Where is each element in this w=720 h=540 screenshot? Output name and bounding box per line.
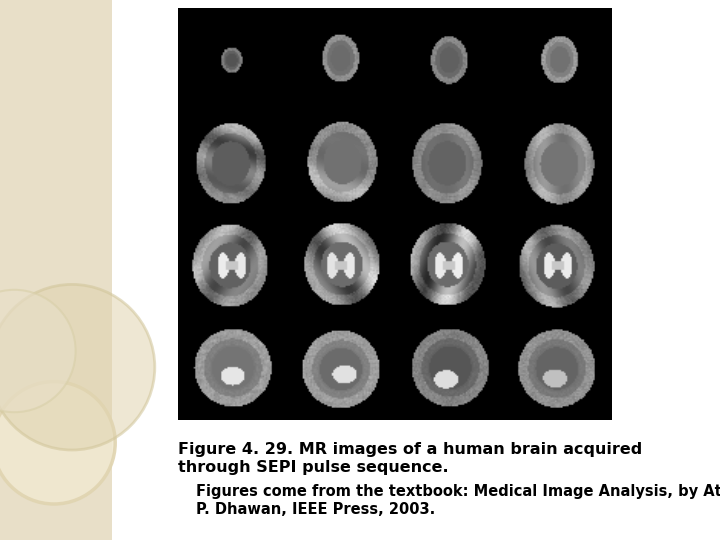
Text: Figure 4. 29. MR images of a human brain acquired: Figure 4. 29. MR images of a human brain… <box>178 442 642 457</box>
Bar <box>0 0 112 540</box>
Circle shape <box>0 285 155 450</box>
Text: P. Dhawan, IEEE Press, 2003.: P. Dhawan, IEEE Press, 2003. <box>196 502 436 517</box>
Circle shape <box>0 290 76 412</box>
Text: through SEPI pulse sequence.: through SEPI pulse sequence. <box>178 460 449 475</box>
Circle shape <box>0 382 115 504</box>
Text: Figures come from the textbook: Medical Image Analysis, by Atam: Figures come from the textbook: Medical … <box>196 484 720 499</box>
Bar <box>178 8 612 420</box>
